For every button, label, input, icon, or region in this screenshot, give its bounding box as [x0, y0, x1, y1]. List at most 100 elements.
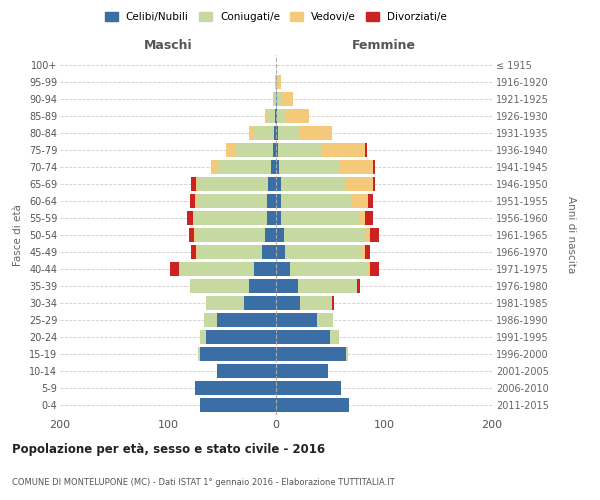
- Bar: [281, 194, 352, 208]
- Bar: [277, 109, 286, 124]
- Bar: [277, 92, 283, 106]
- Text: Popolazione per età, sesso e stato civile - 2016: Popolazione per età, sesso e stato civil…: [12, 442, 325, 456]
- Bar: [283, 92, 293, 106]
- Bar: [200, 398, 276, 412]
- Bar: [217, 160, 271, 174]
- Bar: [359, 211, 365, 225]
- Text: COMUNE DI MONTELUPONE (MC) - Dati ISTAT 1° gennaio 2016 - Elaborazione TUTTITALI: COMUNE DI MONTELUPONE (MC) - Dati ISTAT …: [12, 478, 395, 487]
- Bar: [190, 194, 195, 208]
- Bar: [276, 245, 284, 259]
- Bar: [276, 126, 278, 140]
- Bar: [197, 245, 262, 259]
- Bar: [265, 228, 276, 242]
- Bar: [226, 143, 235, 158]
- Bar: [276, 92, 277, 106]
- Bar: [195, 228, 265, 242]
- Text: Maschi: Maschi: [143, 38, 193, 52]
- Bar: [197, 194, 268, 208]
- Y-axis label: Anni di nascita: Anni di nascita: [566, 196, 576, 274]
- Bar: [196, 177, 198, 192]
- Bar: [262, 245, 276, 259]
- Bar: [278, 75, 281, 90]
- Bar: [276, 177, 281, 192]
- Bar: [244, 296, 276, 310]
- Bar: [365, 228, 370, 242]
- Bar: [370, 228, 379, 242]
- Bar: [196, 245, 197, 259]
- Bar: [362, 245, 365, 259]
- Bar: [249, 278, 276, 293]
- Bar: [276, 398, 349, 412]
- Bar: [273, 143, 276, 158]
- Bar: [268, 177, 276, 192]
- Bar: [368, 194, 373, 208]
- Bar: [276, 380, 341, 395]
- Bar: [217, 312, 276, 327]
- Bar: [276, 330, 330, 344]
- Bar: [346, 177, 373, 192]
- Bar: [254, 262, 276, 276]
- Bar: [195, 194, 197, 208]
- Bar: [190, 278, 249, 293]
- Bar: [286, 109, 310, 124]
- Bar: [235, 143, 273, 158]
- Bar: [179, 262, 254, 276]
- Bar: [276, 194, 281, 208]
- Bar: [188, 228, 194, 242]
- Bar: [195, 380, 276, 395]
- Bar: [298, 278, 357, 293]
- Bar: [194, 211, 268, 225]
- Bar: [254, 126, 274, 140]
- Bar: [300, 296, 332, 310]
- Bar: [330, 330, 338, 344]
- Bar: [300, 126, 332, 140]
- Bar: [317, 312, 333, 327]
- Bar: [284, 228, 365, 242]
- Bar: [203, 312, 217, 327]
- Text: Femmine: Femmine: [352, 38, 416, 52]
- Bar: [322, 143, 365, 158]
- Bar: [370, 262, 379, 276]
- Bar: [268, 109, 275, 124]
- Bar: [271, 160, 276, 174]
- Bar: [273, 92, 274, 106]
- Bar: [276, 346, 346, 361]
- Bar: [206, 296, 244, 310]
- Bar: [352, 194, 368, 208]
- Bar: [276, 262, 290, 276]
- Bar: [217, 364, 276, 378]
- Bar: [332, 296, 334, 310]
- Bar: [290, 262, 368, 276]
- Bar: [276, 296, 300, 310]
- Bar: [276, 160, 279, 174]
- Bar: [187, 211, 193, 225]
- Bar: [373, 160, 376, 174]
- Bar: [276, 364, 328, 378]
- Bar: [200, 330, 206, 344]
- Bar: [198, 346, 200, 361]
- Bar: [193, 211, 194, 225]
- Bar: [281, 177, 346, 192]
- Bar: [365, 211, 373, 225]
- Bar: [278, 126, 300, 140]
- Bar: [191, 245, 196, 259]
- Y-axis label: Fasce di età: Fasce di età: [13, 204, 23, 266]
- Bar: [275, 75, 276, 90]
- Bar: [346, 346, 349, 361]
- Bar: [276, 211, 281, 225]
- Bar: [276, 228, 284, 242]
- Bar: [279, 160, 338, 174]
- Bar: [276, 75, 278, 90]
- Bar: [278, 143, 322, 158]
- Bar: [198, 177, 268, 192]
- Bar: [274, 126, 276, 140]
- Bar: [206, 330, 276, 344]
- Bar: [200, 346, 276, 361]
- Bar: [194, 228, 195, 242]
- Bar: [274, 92, 276, 106]
- Bar: [365, 143, 367, 158]
- Bar: [365, 245, 370, 259]
- Bar: [338, 160, 373, 174]
- Legend: Celibi/Nubili, Coniugati/e, Vedovi/e, Divorziati/e: Celibi/Nubili, Coniugati/e, Vedovi/e, Di…: [101, 8, 451, 26]
- Bar: [265, 109, 268, 124]
